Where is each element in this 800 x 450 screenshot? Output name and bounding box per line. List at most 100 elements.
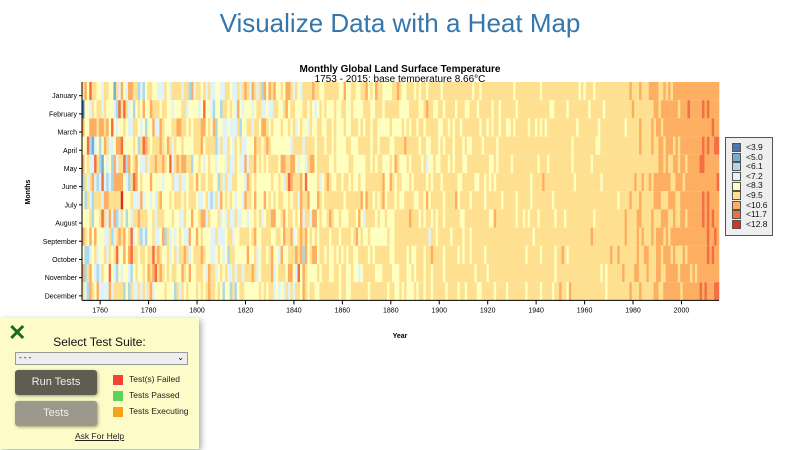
heatmap-cell (256, 245, 260, 264)
heatmap-cell (239, 100, 243, 119)
heatmap-cell (462, 227, 465, 246)
heatmap-cell (336, 264, 340, 283)
tests-button[interactable]: Tests (15, 401, 97, 426)
heatmap-cell (493, 191, 497, 210)
heatmap-cell (527, 118, 531, 137)
heatmap-cell (498, 173, 502, 192)
heatmap-cell (665, 173, 669, 192)
heatmap-cell (132, 118, 136, 137)
heatmap-cell (203, 136, 206, 155)
heatmap-cell (253, 264, 257, 283)
test-suite-select[interactable]: - - - ⌄ (15, 352, 188, 365)
heatmap-cell (181, 100, 185, 119)
heatmap-cell (547, 100, 550, 119)
heatmap-cell (130, 264, 134, 283)
heatmap-cell (668, 118, 671, 137)
heatmap-cell (641, 118, 645, 137)
heatmap-cell (118, 245, 122, 264)
heatmap-cell (169, 136, 172, 155)
heatmap-cell (619, 82, 623, 101)
heatmap-cell (685, 136, 688, 155)
heatmap-cell (542, 227, 545, 246)
heatmap-cell (469, 227, 473, 246)
heatmap-cell (556, 264, 560, 283)
heatmap-cell (580, 227, 584, 246)
heatmap-cell (593, 264, 596, 283)
heatmap-cell (479, 245, 482, 264)
heatmap-cell (82, 282, 85, 301)
heatmap-cell (421, 191, 424, 210)
heatmap-cell (619, 136, 623, 155)
heatmap-cell (140, 136, 143, 155)
heatmap-cell (295, 264, 298, 283)
heatmap-cell (336, 227, 340, 246)
heatmap-cell (551, 82, 555, 101)
heatmap-cell (629, 209, 633, 228)
heatmap-cell (205, 209, 209, 228)
heatmap-cell (367, 264, 371, 283)
heatmap-cell (387, 118, 390, 137)
heatmap-cell (493, 136, 497, 155)
heatmap-cell (556, 82, 560, 101)
heatmap-cell (103, 100, 107, 119)
heatmap-cell (476, 264, 480, 283)
heatmap-cell (501, 282, 504, 301)
heatmap-cell (547, 173, 550, 192)
heatmap-cell (440, 82, 444, 101)
heatmap-cell (353, 264, 356, 283)
heatmap-cell (222, 191, 226, 210)
run-tests-button[interactable]: Run Tests (15, 370, 97, 395)
heatmap-cell (467, 191, 470, 210)
heatmap-cell (94, 191, 97, 210)
heatmap-cell (525, 154, 528, 173)
heatmap-cell (561, 282, 565, 301)
heatmap-cell (149, 245, 153, 264)
heatmap-cell (462, 282, 465, 301)
heatmap-cell (195, 154, 199, 173)
heatmap-cell (554, 118, 558, 137)
heatmap-cell (464, 118, 468, 137)
heatmap-cell (651, 227, 654, 246)
heatmap-cell (433, 245, 436, 264)
close-icon[interactable]: ✕ (8, 320, 27, 345)
heatmap-cell (382, 282, 386, 301)
heatmap-cell (336, 82, 340, 101)
heatmap-cell (285, 245, 289, 264)
heatmap-cell (140, 264, 143, 283)
heatmap-cell (270, 154, 274, 173)
heatmap-cell (585, 100, 589, 119)
heatmap-cell (670, 154, 674, 173)
ask-for-help-link[interactable]: Ask For Help (74, 431, 125, 441)
heatmap-cell (421, 282, 424, 301)
heatmap-cell (297, 282, 301, 301)
heatmap-cell (597, 282, 601, 301)
heatmap-cell (491, 154, 495, 173)
heatmap-cell (253, 82, 257, 101)
heatmap-cell (583, 100, 587, 119)
heatmap-cell (98, 173, 102, 192)
heatmap-cell (237, 209, 240, 228)
heatmap-cell (82, 82, 85, 101)
heatmap-cell (159, 154, 163, 173)
heatmap-cell (144, 118, 148, 137)
heatmap-cell (130, 227, 134, 246)
heatmap-cell (377, 136, 381, 155)
heatmap-cell (423, 118, 427, 137)
heatmap-cell (94, 209, 97, 228)
heatmap-cell (689, 154, 693, 173)
heatmap-cell (588, 82, 591, 101)
heatmap-cell (624, 136, 628, 155)
heatmap-cell (704, 264, 708, 283)
heatmap-cell (610, 82, 613, 101)
heatmap-cell (392, 264, 395, 283)
heatmap-cell (249, 191, 252, 210)
heatmap-cell (438, 282, 441, 301)
heatmap-cell (602, 227, 606, 246)
heatmap-cell (256, 264, 260, 283)
heatmap-cell (290, 245, 294, 264)
heatmap-cell (416, 264, 419, 283)
heatmap-cell (588, 136, 591, 155)
heatmap-cell (617, 118, 620, 137)
heatmap-cell (190, 118, 194, 137)
heatmap-cell (367, 227, 371, 246)
